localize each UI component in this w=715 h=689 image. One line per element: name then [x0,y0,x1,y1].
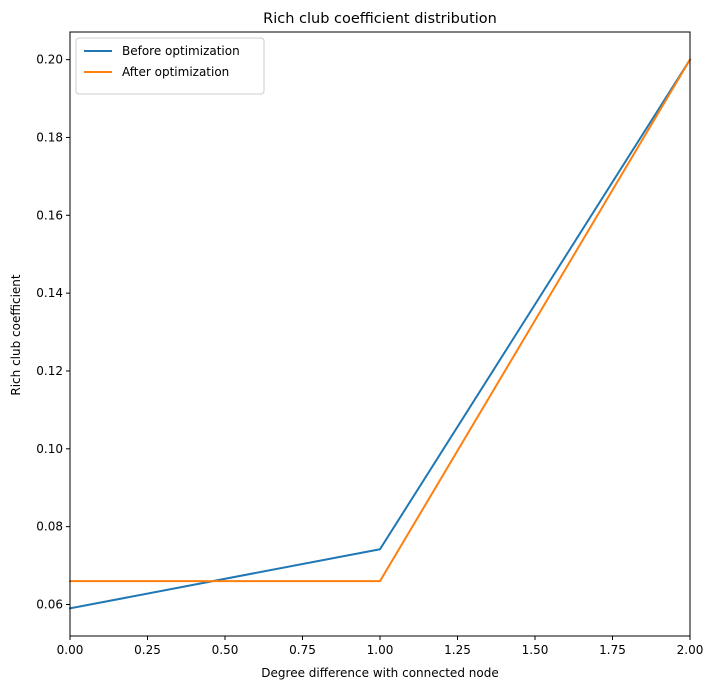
y-tick-label: 0.12 [36,364,63,378]
chart-title: Rich club coefficient distribution [263,11,497,27]
legend-label-2: After optimization [122,65,229,79]
x-tick-label: 2.00 [677,643,704,657]
x-tick-label: 1.25 [444,643,471,657]
y-tick-label: 0.06 [36,597,63,611]
x-tick-label: 0.75 [289,643,316,657]
series-line-1 [68,58,692,610]
legend: Before optimization After optimization [75,37,265,95]
y-axis-label: Rich club coefficient [9,274,23,396]
legend-label-1: Before optimization [122,44,240,58]
legend-box [75,37,265,95]
y-tick-label: 0.08 [36,520,63,534]
axes-frame [69,31,691,637]
plot-area [68,31,692,637]
y-tick-label: 0.10 [36,442,63,456]
y-tick-label: 0.18 [36,130,63,144]
x-tick-label: 0.50 [212,643,239,657]
x-tick-label: 0.25 [134,643,161,657]
x-tick-label: 1.50 [522,643,549,657]
y-tick-label: 0.14 [36,286,63,300]
x-tick-label: 1.75 [599,643,626,657]
x-axis-label: Degree difference with connected node [261,666,498,680]
x-tick-label: 0.00 [57,643,84,657]
y-tick-label: 0.20 [36,53,63,67]
y-tick-label: 0.16 [36,208,63,222]
x-tick-label: 1.00 [367,643,394,657]
series-line-2 [69,58,692,583]
